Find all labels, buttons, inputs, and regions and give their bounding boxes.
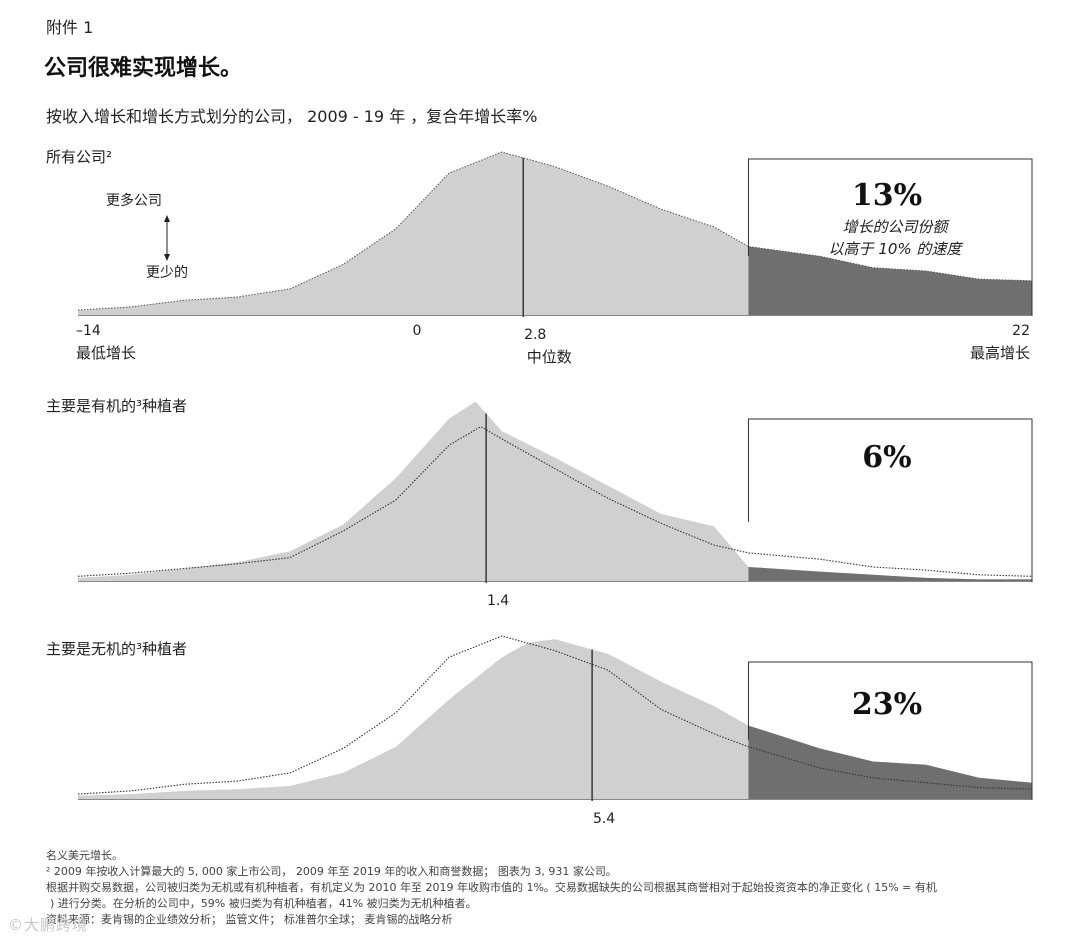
panel-label-all: 所有公司²: [46, 148, 113, 166]
exhibit-label: 附件 1: [46, 18, 94, 37]
highlight-box-1: [747, 418, 1033, 582]
highlight-box-2: [747, 661, 1033, 800]
footnote-3-cont: ) 进行分类。在分析的公司中，59% 被归类为有机种植者，41% 被归类为无机种…: [50, 897, 477, 910]
footnote-2: ² 2009 年按收入计算最大的 5, 000 家上市公司， 2009 年至 2…: [46, 865, 617, 878]
y-arrow-down-label: 更少的: [146, 265, 188, 281]
highlight-value-2: 23%: [852, 687, 922, 722]
x-tick-sublabel-2: 最高增长: [970, 344, 1030, 362]
watermark: ©大鹏跨境: [8, 916, 89, 934]
footnotes: 名义美元增长。 ² 2009 年按收入计算最大的 5, 000 家上市公司， 2…: [46, 848, 1061, 928]
footnote-1: 名义美元增长。: [46, 849, 123, 862]
median-label-1: 1.4: [487, 593, 509, 609]
source-note: 资料来源：麦肯锡的企业绩效分析； 监管文件； 标准普尔全球； 麦肯锡的战略分析: [46, 913, 453, 926]
median-label-2: 5.4: [593, 811, 615, 827]
x-tick-sublabel-0: 最低增长: [76, 344, 136, 362]
x-tick-label-0: –14: [76, 323, 101, 339]
highlight-caption-1: 以高于 10% 的速度: [829, 240, 964, 258]
highlight-caption-0: 增长的公司份额: [842, 218, 950, 236]
chart-title: 公司很难实现增长。: [44, 56, 243, 81]
x-tick-label-1: 0: [413, 323, 422, 339]
area-series-1-0: [78, 401, 1032, 581]
highlight-value-0: 13%: [852, 178, 922, 213]
x-tick-label-2: 22: [1012, 323, 1030, 339]
chart-subtitle: 按收入增长和增长方式划分的公司， 2009 - 19 年 ，复合年增长率%: [46, 107, 538, 126]
median-label-0: 2.8: [524, 327, 546, 343]
median-sublabel-0: 中位数: [527, 348, 572, 366]
panel-label-organic: 主要是有机的³种植者: [46, 397, 188, 415]
y-arrow-down-head: [164, 254, 170, 261]
highlight-box-0: [747, 158, 1033, 316]
comparison-line-2-0: [77, 635, 1033, 795]
footnote-3: 根据并购交易数据，公司被归类为无机或有机种植者，有机定义为 2010 年至 20…: [46, 881, 937, 894]
tail-area-2-0: [748, 725, 1032, 799]
y-arrow-up-label: 更多公司: [106, 192, 162, 209]
panel-label-inorganic: 主要是无机的³种植者: [46, 640, 188, 658]
y-arrow-up-head: [164, 215, 170, 222]
tail-area-0-0: [748, 246, 1032, 315]
tail-area-1-0: [748, 567, 1032, 581]
comparison-line-1-0: [77, 425, 1033, 577]
highlight-value-1: 6%: [862, 440, 911, 475]
area-outline-0: [77, 151, 1033, 311]
